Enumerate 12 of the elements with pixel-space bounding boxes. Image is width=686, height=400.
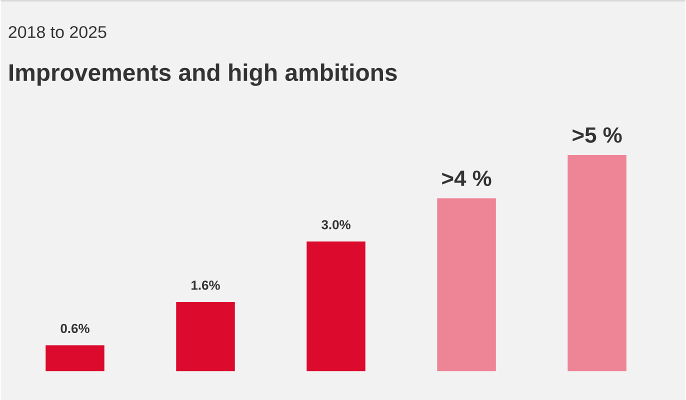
data-label: 0.6% <box>60 324 90 334</box>
bar <box>568 154 626 372</box>
chart-title: Improvements and high ambitions <box>10 63 397 86</box>
data-label: >5 % <box>572 127 622 143</box>
bar <box>437 198 496 372</box>
data-label: 1.6% <box>192 280 220 290</box>
chart-subtitle: 2018 to 2025 <box>8 26 106 38</box>
bar <box>176 302 235 372</box>
data-label: 3.0% <box>322 220 350 230</box>
bar <box>46 345 104 372</box>
bar <box>306 241 366 372</box>
data-label: >4 % <box>442 170 492 186</box>
